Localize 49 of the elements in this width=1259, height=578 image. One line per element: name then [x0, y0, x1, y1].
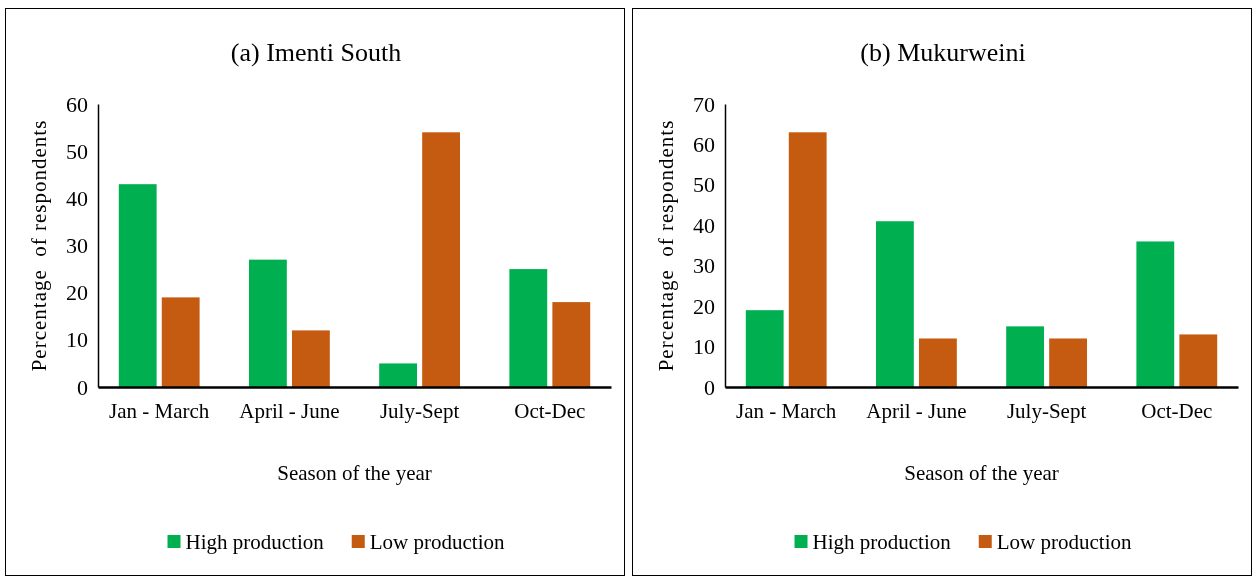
y-axis-title: Percentage of respondents — [27, 119, 51, 372]
x-tick-label: April - June — [239, 398, 340, 423]
y-tick-label: 20 — [66, 280, 88, 306]
y-tick-label: 50 — [693, 172, 715, 198]
x-tick-label: Oct-Dec — [514, 398, 586, 423]
chart-title: (b) Mukurweini — [860, 38, 1026, 67]
bar — [875, 221, 914, 387]
chart-title: (a) Imenti South — [230, 38, 402, 67]
y-tick-label: 60 — [693, 131, 715, 157]
y-axis-title: Percentage of respondents — [654, 119, 678, 372]
y-tick-label: 20 — [693, 293, 715, 319]
bar — [1136, 241, 1175, 387]
y-tick-label: 10 — [693, 334, 715, 360]
bar — [509, 269, 548, 387]
y-tick-label: 50 — [66, 138, 88, 164]
bar — [248, 259, 287, 387]
y-tick-label: 60 — [66, 91, 88, 117]
legend-label: Low production — [996, 530, 1132, 554]
bar — [1179, 334, 1218, 387]
y-tick-label: 30 — [66, 233, 88, 259]
bar — [788, 132, 827, 387]
bar — [552, 302, 591, 387]
y-tick-label: 10 — [66, 327, 88, 353]
y-tick-label: 70 — [693, 91, 715, 117]
y-tick-label: 0 — [704, 374, 715, 400]
x-tick-label: July-Sept — [379, 398, 460, 423]
x-tick-label: Oct-Dec — [1141, 398, 1213, 423]
y-tick-label: 30 — [693, 253, 715, 279]
bar — [161, 297, 200, 387]
bar — [291, 330, 330, 387]
y-tick-label: 40 — [693, 212, 715, 238]
bar — [118, 184, 157, 387]
legend-label: High production — [185, 530, 325, 554]
legend-label: High production — [812, 530, 952, 554]
x-tick-label: July-Sept — [1006, 398, 1087, 423]
bar — [422, 132, 461, 387]
bar — [1049, 338, 1088, 387]
x-tick-label: Jan - March — [109, 398, 210, 423]
y-tick-label: 0 — [77, 374, 88, 400]
legend-label: Low production — [369, 530, 505, 554]
x-tick-label: Jan - March — [736, 398, 837, 423]
bar — [1006, 326, 1045, 387]
bar — [918, 338, 957, 387]
x-axis-title: Season of the year — [277, 461, 432, 485]
x-axis-title: Season of the year — [904, 461, 1059, 485]
bar — [379, 363, 418, 387]
bar — [745, 310, 784, 387]
x-tick-label: April - June — [866, 398, 967, 423]
y-tick-label: 40 — [66, 185, 88, 211]
